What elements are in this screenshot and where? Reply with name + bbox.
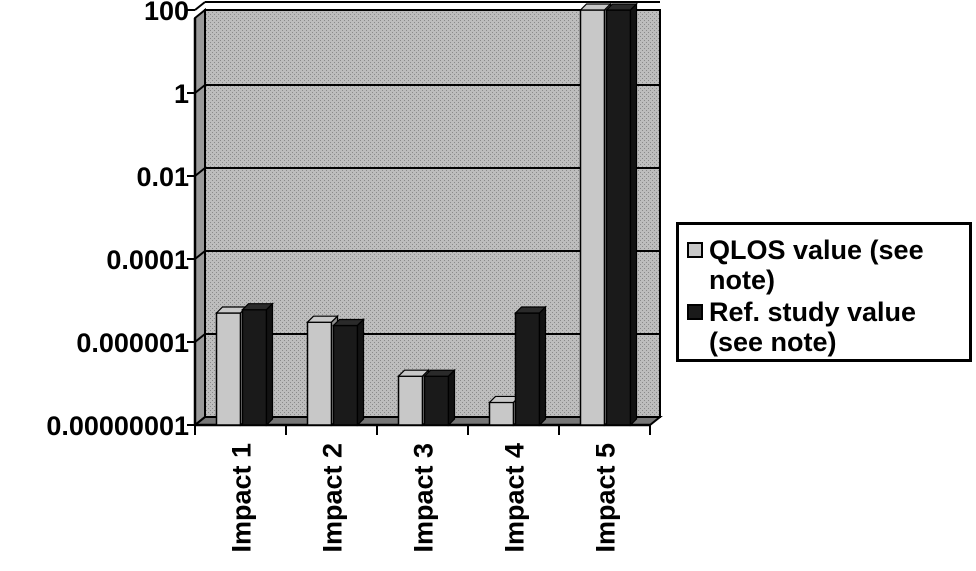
- y-tick-label: 100: [144, 0, 189, 26]
- y-tick-label: 1: [174, 79, 189, 109]
- x-tick-labels: Impact 1 Impact 2 Impact 3 Impact 4 Impact 5: [194, 425, 651, 553]
- bars: [215, 2, 638, 427]
- gridline-side: [194, 250, 206, 260]
- gridline-side: [194, 167, 206, 177]
- bar-impact-1-series-2: [241, 302, 274, 427]
- gridline-side: [194, 416, 206, 426]
- legend: QLOS value (see note) Ref. study value (…: [676, 222, 972, 362]
- y-tick-label: 0.01: [136, 162, 189, 192]
- legend-item-qlos: QLOS value (see note): [687, 235, 963, 295]
- y-tick-label: 0.000001: [76, 328, 189, 358]
- x-tick-label: Impact 1: [227, 443, 257, 553]
- x-tick-label: Impact 3: [409, 443, 439, 553]
- legend-label-qlos: QLOS value (see note): [709, 235, 924, 295]
- y-tick-label: 0.00000001: [46, 411, 189, 441]
- bar-impact-5-series-2: [605, 2, 638, 427]
- x-tick-label: Impact 2: [318, 443, 348, 553]
- bar-impact-2-series-2: [332, 318, 365, 427]
- gridline-side: [194, 333, 206, 343]
- legend-label-ref-study: Ref. study value (see note): [709, 297, 917, 357]
- legend-swatch-ref-study: [687, 304, 703, 320]
- y-tick-labels: 100 1 0.01 0.0001 0.000001 0.00000001: [46, 0, 189, 441]
- bar-impact-3-series-2: [423, 368, 456, 427]
- x-tick-label: Impact 4: [500, 443, 530, 553]
- x-tick-label: Impact 5: [591, 443, 621, 553]
- legend-swatch-qlos: [687, 242, 703, 258]
- gridline-side: [194, 1, 206, 11]
- gridline-side: [194, 84, 206, 94]
- legend-item-ref-study: Ref. study value (see note): [687, 297, 963, 357]
- y-tick-label: 0.0001: [106, 245, 189, 275]
- bar-impact-4-series-2: [514, 305, 547, 427]
